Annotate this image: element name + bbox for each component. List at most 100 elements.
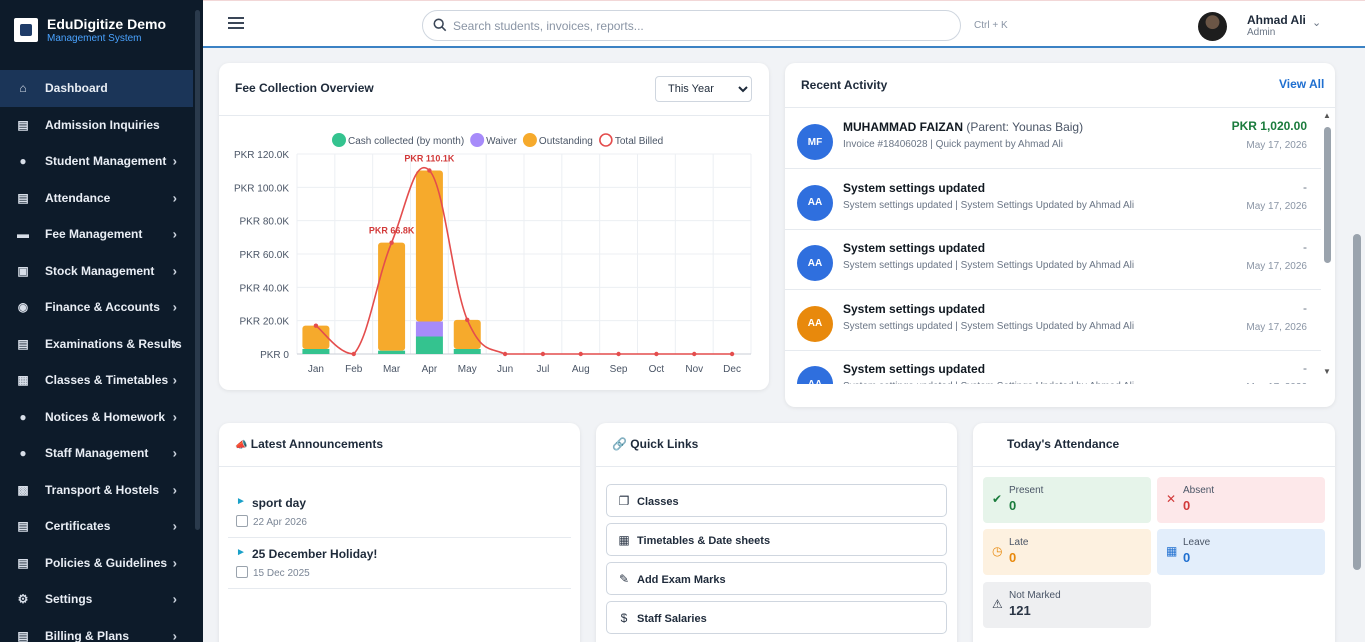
announcement-date: 15 Dec 2025 [253, 568, 310, 579]
activity-item[interactable]: AA System settings updated System settings… [785, 350, 1321, 384]
sidebar-item-notices-homework[interactable]: ● Notices & Homework › [0, 399, 193, 436]
activity-item[interactable]: AA System settings updated System settings… [785, 290, 1321, 351]
activity-scrollbar-thumb[interactable] [1324, 127, 1331, 263]
x-tick-label: Sep [610, 364, 628, 375]
bullhorn-icon: ► [236, 547, 246, 558]
sidebar-item-label: Staff Management [45, 446, 149, 461]
recent-activity-card: Recent Activity View All MF MUHAMMAD FAIZ… [785, 63, 1335, 407]
quick-link-staff-salaries[interactable]: $ Staff Salaries [606, 601, 947, 634]
activity-name: System settings updated [843, 241, 986, 255]
quick-link-label: Staff Salaries [637, 613, 707, 625]
quick-link-classes[interactable]: ❐ Classes [606, 484, 947, 517]
scroll-down-icon[interactable]: ▼ [1323, 367, 1331, 376]
point-total-billed [313, 323, 319, 328]
bus-icon: ▩ [17, 482, 29, 497]
sidebar-item-attendance[interactable]: ▤ Attendance › [0, 180, 193, 217]
sidebar-item-fee-management[interactable]: ▬ Fee Management › [0, 216, 193, 253]
scroll-up-icon[interactable]: ▲ [1323, 111, 1331, 120]
x-tick-label: Aug [572, 364, 590, 375]
chevron-right-icon: › [172, 336, 177, 352]
view-all-link[interactable]: View All [1279, 77, 1325, 91]
activity-list: MF MUHAMMAD FAIZAN (Parent: Younas Baig) I… [785, 108, 1321, 384]
bullhorn-icon: ● [19, 409, 27, 424]
calendar-icon [236, 515, 248, 527]
chevron-right-icon: › [172, 555, 177, 571]
activity-name: System settings updated [843, 362, 986, 376]
sidebar-item-settings[interactable]: ⚙ Settings › [0, 581, 193, 618]
policy-icon: ▤ [17, 555, 29, 570]
sidebar-item-dashboard[interactable]: ⌂ Dashboard [0, 70, 193, 107]
sidebar-item-label: Classes & Timetables [45, 373, 169, 388]
grid-icon: ▦ [17, 373, 29, 388]
quick-link-timetables-date-sheets[interactable]: ▦ Timetables & Date sheets [606, 523, 947, 556]
menu-toggle-icon[interactable] [228, 17, 244, 31]
clipboard-icon: ▤ [17, 117, 29, 132]
gear-icon: ⚙ [17, 592, 29, 607]
sidebar-item-transport-hostels[interactable]: ▩ Transport & Hostels › [0, 472, 193, 509]
point-total-billed [351, 351, 356, 357]
quick-links-header: 🔗 Quick Links [612, 437, 698, 451]
activity-subtitle: System settings updated | System Setting… [843, 199, 1135, 211]
activity-item[interactable]: MF MUHAMMAD FAIZAN (Parent: Younas Baig) I… [785, 108, 1321, 169]
certificate-icon: ▤ [17, 519, 29, 534]
sidebar-item-policies-guidelines[interactable]: ▤ Policies & Guidelines › [0, 545, 193, 582]
bullhorn-icon: ► [236, 496, 246, 507]
chevron-right-icon: › [172, 409, 177, 425]
activity-avatar: AA [797, 366, 833, 384]
brand[interactable]: EduDigitize Demo Management System [14, 14, 189, 48]
announcement-item[interactable]: ► 25 December Holiday! 15 Dec 2025 [228, 538, 571, 589]
sidebar-item-billing-plans[interactable]: ▤ Billing & Plans › [0, 618, 193, 642]
sidebar-item-label: Attendance [45, 190, 111, 205]
sidebar-item-admission-inquiries[interactable]: ▤ Admission Inquiries [0, 107, 193, 144]
user-name[interactable]: Ahmad Ali [1247, 13, 1306, 27]
attendance-late: ◷ Late 0 [983, 529, 1151, 575]
sidebar-item-label: Dashboard [45, 81, 108, 96]
point-total-billed [465, 317, 470, 323]
announcement-item[interactable]: ► sport day 22 Apr 2026 [228, 487, 571, 538]
sidebar-item-finance-accounts[interactable]: ◉ Finance & Accounts › [0, 289, 193, 326]
activity-item[interactable]: AA System settings updated System settings… [785, 229, 1321, 290]
chevron-right-icon: › [172, 372, 177, 388]
bar-cash-collected-by-month- [302, 349, 330, 354]
y-tick-label: PKR 60.0K [240, 250, 290, 261]
chevron-right-icon: › [172, 482, 177, 498]
activity-item[interactable]: AA System settings updated System settings… [785, 169, 1321, 230]
activity-title: System settings updated [843, 181, 985, 195]
attendance-not-marked: ⚠ Not Marked 121 [983, 582, 1151, 628]
sidebar-item-student-management[interactable]: ● Student Management › [0, 143, 193, 180]
chevron-down-icon[interactable]: ⌄ [1312, 17, 1322, 29]
sidebar-item-certificates[interactable]: ▤ Certificates › [0, 508, 193, 545]
legend-label: Waiver [486, 136, 517, 147]
sidebar-item-stock-management[interactable]: ▣ Stock Management › [0, 253, 193, 290]
calendar-icon: ▦ [1166, 544, 1178, 558]
activity-date: May 17, 2026 [1246, 140, 1307, 151]
user-role: Admin [1247, 27, 1276, 38]
avatar[interactable] [1198, 12, 1227, 41]
chevron-right-icon: › [172, 628, 177, 642]
sidebar-item-classes-timetables[interactable]: ▦ Classes & Timetables › [0, 362, 193, 399]
x-tick-label: Jun [497, 364, 513, 375]
activity-name: System settings updated [843, 301, 986, 316]
alarm-icon: ◷ [992, 544, 1003, 558]
brand-logo-icon [14, 18, 38, 42]
period-select[interactable]: This Year [655, 76, 752, 102]
bar-outstanding [378, 242, 406, 351]
sidebar-scrollbar[interactable] [195, 10, 200, 530]
attendance-value: 0 [1183, 498, 1191, 513]
divider [973, 466, 1335, 467]
sidebar-item-examinations-results[interactable]: ▤ Examinations & Results › [0, 326, 193, 363]
sidebar-item-staff-management[interactable]: ● Staff Management › [0, 435, 193, 472]
attendance-absent: ✕ Absent 0 [1157, 477, 1325, 523]
attendance-label: Absent [1183, 485, 1215, 496]
attendance-value: 0 [1009, 550, 1017, 565]
activity-amount: - [1303, 179, 1307, 194]
divider [219, 115, 769, 116]
page-scrollbar-thumb[interactable] [1353, 234, 1361, 570]
search-input[interactable] [453, 15, 943, 36]
activity-title: System settings updated [843, 302, 985, 316]
calendar-icon [236, 566, 248, 578]
activity-date: May 17, 2026 [1246, 321, 1307, 333]
attendance-card: Today's Attendance ✔ Present 0 ✕ Absent 0 ◷ Lat… [973, 423, 1335, 642]
search-box[interactable] [422, 10, 961, 41]
quick-link-add-exam-marks[interactable]: ✎ Add Exam Marks [606, 562, 947, 595]
